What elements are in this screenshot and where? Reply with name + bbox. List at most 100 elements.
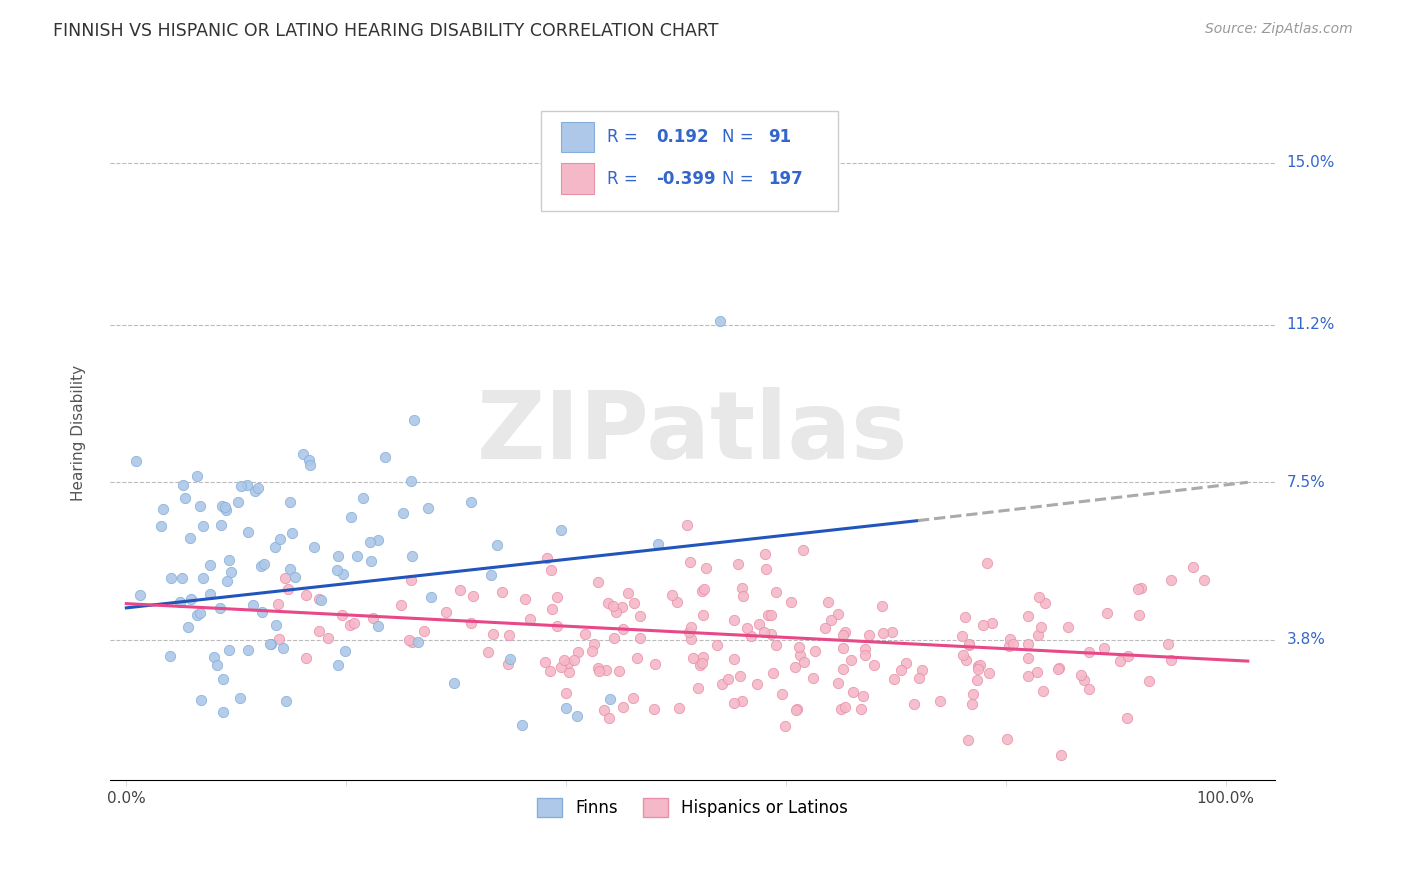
Point	[785, 703, 807, 717]
Point	[950, 629, 973, 643]
Point	[228, 690, 250, 705]
Point	[668, 701, 690, 715]
Point	[188, 606, 211, 620]
Point	[735, 621, 758, 635]
Point	[957, 639, 980, 653]
Point	[890, 663, 912, 677]
Point	[1047, 661, 1070, 675]
Point	[1000, 632, 1022, 647]
Point	[292, 447, 315, 461]
Point	[546, 590, 568, 604]
Point	[834, 700, 856, 714]
Point	[1026, 665, 1049, 679]
Text: 11.2%: 11.2%	[1286, 318, 1334, 332]
Text: R =: R =	[607, 128, 638, 146]
Point	[359, 535, 381, 549]
Text: ZIPatlas: ZIPatlas	[477, 387, 908, 479]
Point	[339, 509, 361, 524]
Point	[834, 624, 856, 639]
Point	[599, 692, 621, 706]
Point	[972, 618, 994, 632]
Text: R =: R =	[607, 169, 638, 187]
Point	[308, 592, 330, 607]
Point	[661, 588, 683, 602]
Point	[125, 454, 148, 468]
Point	[1073, 673, 1095, 687]
Point	[1070, 668, 1092, 682]
Point	[211, 672, 233, 686]
Point	[792, 542, 814, 557]
Point	[1029, 620, 1052, 634]
Point	[967, 659, 990, 673]
Point	[562, 652, 585, 666]
Point	[1032, 684, 1054, 698]
Point	[309, 593, 332, 607]
Point	[546, 619, 568, 633]
Point	[555, 701, 578, 715]
Point	[626, 650, 648, 665]
Point	[831, 627, 853, 641]
Point	[689, 658, 711, 673]
Point	[883, 672, 905, 686]
Point	[412, 624, 434, 638]
Point	[1116, 649, 1139, 664]
Point	[269, 533, 291, 547]
Point	[785, 660, 807, 674]
Point	[679, 620, 702, 634]
Point	[401, 573, 423, 587]
Point	[610, 599, 633, 614]
Point	[284, 569, 307, 583]
Point	[858, 628, 880, 642]
Point	[482, 627, 505, 641]
Text: 15.0%: 15.0%	[1286, 155, 1334, 170]
Point	[762, 666, 785, 681]
Point	[226, 495, 249, 509]
Point	[264, 540, 287, 554]
Point	[849, 702, 872, 716]
Point	[598, 711, 620, 725]
Point	[554, 686, 576, 700]
Point	[676, 517, 699, 532]
Point	[754, 625, 776, 640]
Point	[352, 491, 374, 505]
Point	[995, 732, 1018, 747]
Point	[1128, 608, 1150, 623]
Point	[160, 571, 183, 585]
Point	[205, 657, 228, 672]
Point	[952, 648, 974, 662]
Point	[449, 583, 471, 598]
Point	[326, 658, 349, 673]
Point	[218, 553, 240, 567]
Point	[553, 653, 575, 667]
Point	[678, 624, 700, 639]
Point	[374, 450, 396, 464]
Point	[498, 628, 520, 642]
Point	[962, 687, 984, 701]
Point	[399, 474, 422, 488]
Point	[536, 551, 558, 566]
Point	[748, 617, 770, 632]
Point	[690, 656, 713, 670]
Text: N =: N =	[721, 169, 754, 187]
Point	[434, 605, 457, 619]
Point	[666, 595, 689, 609]
Point	[557, 657, 579, 671]
Point	[723, 613, 745, 627]
Point	[533, 655, 555, 669]
Point	[271, 640, 294, 655]
Point	[406, 634, 429, 648]
Point	[693, 582, 716, 596]
Point	[208, 600, 231, 615]
Point	[215, 503, 238, 517]
Point	[343, 615, 366, 630]
Point	[981, 615, 1004, 630]
Point	[389, 598, 412, 612]
Text: Source: ZipAtlas.com: Source: ZipAtlas.com	[1205, 22, 1353, 37]
Point	[852, 689, 875, 703]
Point	[360, 554, 382, 568]
Point	[259, 637, 281, 651]
Point	[191, 519, 214, 533]
Point	[229, 479, 252, 493]
Text: 3.8%: 3.8%	[1286, 632, 1326, 648]
Point	[979, 666, 1001, 681]
